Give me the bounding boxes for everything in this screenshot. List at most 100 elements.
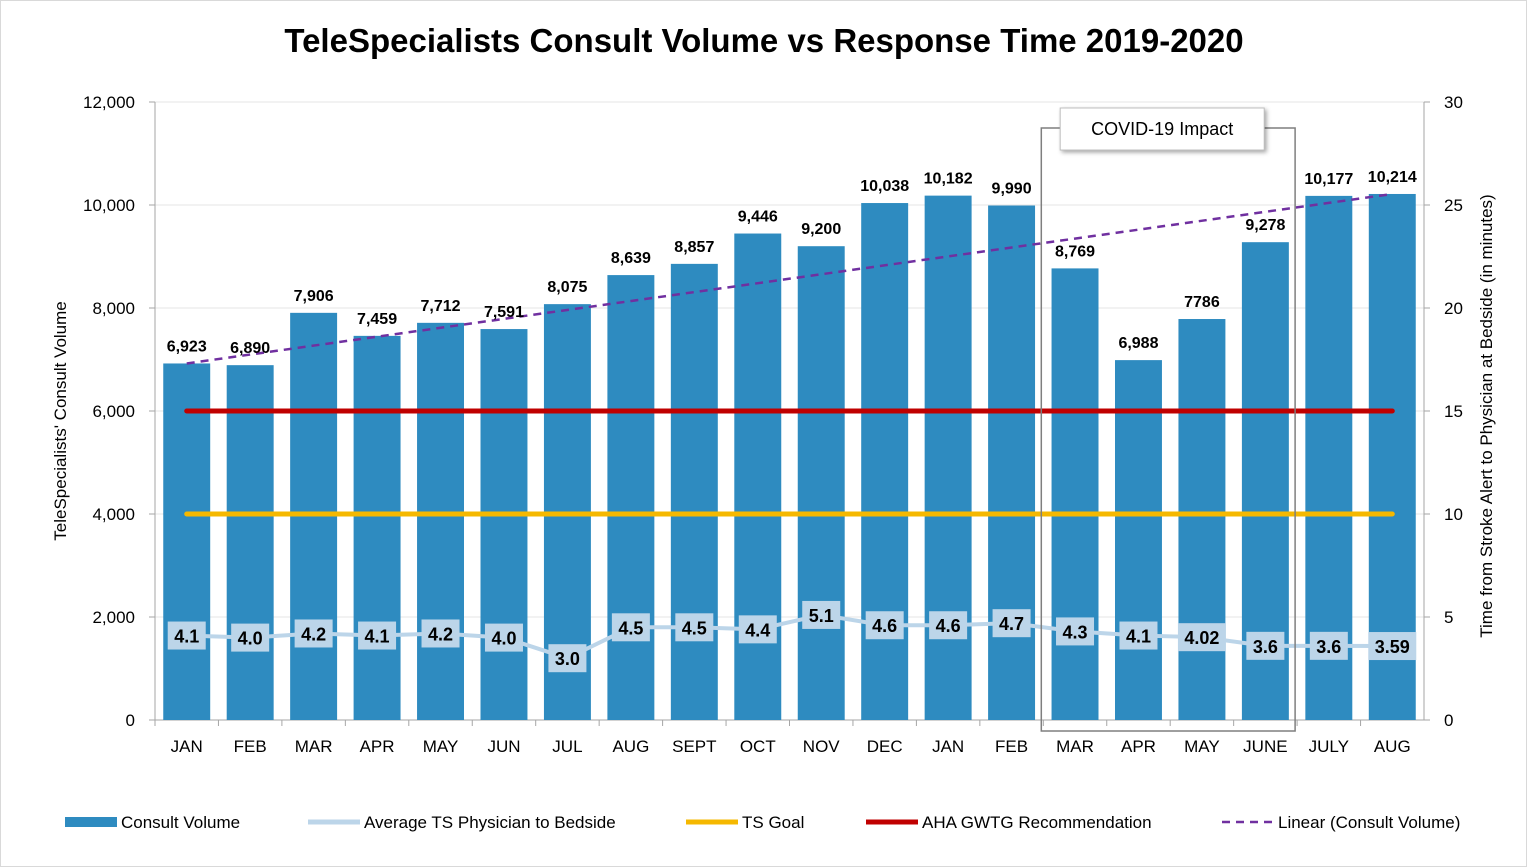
response-time-label: 3.59 (1375, 637, 1410, 657)
bar (988, 205, 1036, 720)
covid-annotation: COVID-19 Impact (1040, 107, 1296, 732)
y-tick-label: 6,000 (92, 402, 135, 421)
response-time-label-box (1309, 631, 1348, 660)
bar-value-label: 9,200 (801, 221, 841, 238)
reference-lines (184, 408, 1395, 517)
y2-tick-label: 20 (1444, 299, 1463, 318)
response-time-label: 4.4 (745, 620, 770, 640)
y2-tick-label: 15 (1444, 402, 1463, 421)
x-tick-label: AUG (612, 737, 649, 756)
bar-value-label: 9,278 (1245, 217, 1285, 234)
y-tick-label: 10,000 (83, 196, 135, 215)
y-tick-label: 8,000 (92, 299, 135, 318)
bar-value-label: 8,075 (547, 279, 587, 296)
legend-label: AHA GWTG Recommendation (922, 813, 1152, 832)
bar-value-label: 7,459 (357, 311, 397, 328)
response-time-label-box (294, 619, 333, 648)
y2-tick-label: 25 (1444, 196, 1463, 215)
bar (734, 233, 782, 720)
y-tick-label: 12,000 (83, 93, 135, 112)
linear-trendline (186, 192, 1393, 365)
legend-label: Average TS Physician to Bedside (364, 813, 616, 832)
response-time-label: 4.02 (1184, 628, 1219, 648)
data-labels: 6,923 6,890 7,906 7,459 7,712 7,591 8,075 8,639… (167, 169, 1417, 357)
response-time-label: 4.2 (301, 624, 326, 644)
bar-value-label: 10,182 (924, 171, 973, 188)
covid-label-box (1059, 107, 1265, 151)
x-tick-label: AUG (1374, 737, 1411, 756)
bar (417, 322, 465, 720)
response-time-label: 5.1 (809, 606, 834, 626)
response-time-label: 4.1 (365, 627, 390, 647)
x-tick-label: JUL (552, 737, 582, 756)
bar-value-label: 8,769 (1055, 243, 1095, 260)
y2-tick-label: 5 (1444, 608, 1453, 627)
response-time-label-box (167, 621, 206, 650)
bar (226, 365, 274, 720)
bar-value-label: 9,990 (992, 181, 1032, 198)
bar (924, 195, 972, 720)
bar (861, 203, 909, 721)
response-time-label-box (1119, 621, 1158, 650)
response-time-label: 4.1 (174, 627, 199, 647)
response-time-label-box (675, 613, 714, 642)
legend: Consult Volume Average TS Physician to Be… (65, 813, 1460, 832)
response-time-label-box (992, 609, 1031, 638)
trendline (186, 192, 1393, 365)
y-tick-label: 4,000 (92, 505, 135, 524)
bar-value-label: 7,906 (294, 288, 334, 305)
y-axis-title: TeleSpecialists' Consult Volume (51, 301, 70, 540)
response-time-label-box (1056, 617, 1095, 646)
response-time-series: 4.1 4.0 4.2 4.1 4.2 4.0 3.0 4.5 4.5 4.4 5.1 4.6 4.6 4… (167, 600, 1417, 673)
response-time-label-box (484, 623, 523, 652)
bar-value-label: 7,591 (484, 304, 524, 321)
bar-value-label: 6,890 (230, 340, 270, 357)
chart-title: TeleSpecialists Consult Volume vs Respon… (284, 22, 1243, 59)
response-time-label-box (231, 623, 270, 652)
bar (1114, 360, 1162, 720)
x-tick-label: JAN (171, 737, 203, 756)
x-tick-label: JAN (932, 737, 964, 756)
legend-label: Consult Volume (121, 813, 240, 832)
response-time-label-box (548, 644, 587, 673)
x-tick-label: MAR (1056, 737, 1094, 756)
bar (670, 263, 718, 720)
bar-value-label: 10,214 (1368, 169, 1417, 186)
response-time-label: 4.7 (999, 614, 1024, 634)
bar (1051, 268, 1099, 720)
response-time-label: 4.2 (428, 624, 453, 644)
response-time-label-box (611, 613, 650, 642)
response-time-label-box (929, 611, 968, 640)
x-tick-label: MAR (295, 737, 333, 756)
bar (1178, 319, 1226, 720)
response-time-label: 4.5 (682, 618, 707, 638)
bar (353, 335, 401, 720)
bar-value-label: 6,988 (1118, 335, 1158, 352)
response-time-label: 4.6 (872, 616, 897, 636)
response-time-label: 4.0 (491, 629, 516, 649)
legend-swatch (65, 817, 117, 827)
x-tick-label: OCT (740, 737, 776, 756)
response-time-label-box (1368, 632, 1417, 661)
response-time-label-box (738, 615, 777, 644)
x-tick-label: JUN (487, 737, 520, 756)
x-tick-label: MAY (423, 737, 459, 756)
bar (163, 363, 211, 720)
response-time-label-box (865, 611, 904, 640)
x-tick-label: APR (1121, 737, 1156, 756)
bar-value-label: 7786 (1184, 294, 1220, 311)
response-time-label: 4.1 (1126, 627, 1151, 647)
response-time-label: 4.0 (238, 629, 263, 649)
bar (797, 246, 845, 720)
bar-value-label: 8,857 (674, 239, 714, 256)
y-tick-label: 2,000 (92, 608, 135, 627)
response-time-label: 4.3 (1063, 622, 1088, 642)
x-tick-label: FEB (234, 737, 267, 756)
y-tick-label: 0 (126, 711, 135, 730)
bar (480, 329, 528, 720)
response-time-label-box (421, 619, 460, 648)
axes: 0 2,000 4,000 6,000 8,000 10,000 12,000 0 5 10 15 2… (83, 93, 1463, 756)
x-tick-label: FEB (995, 737, 1028, 756)
response-time-label-box (802, 600, 841, 629)
x-tick-label: NOV (803, 737, 841, 756)
